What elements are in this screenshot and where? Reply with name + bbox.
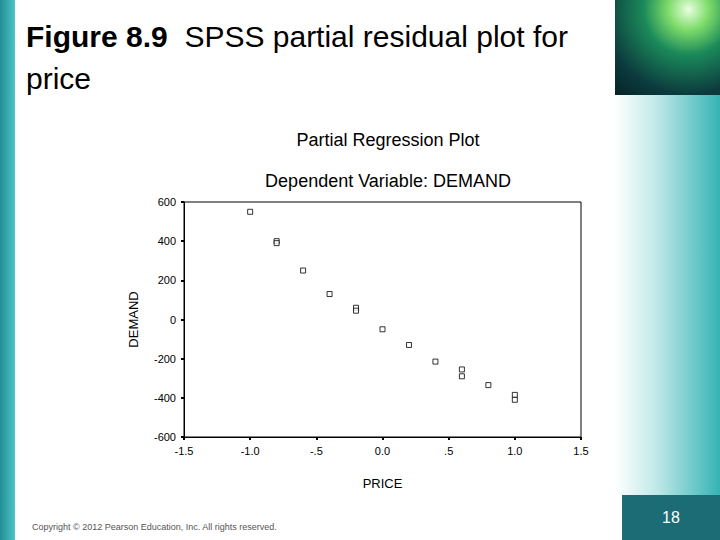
svg-text:.5: .5 (444, 445, 453, 457)
html-text:Figure 8.9 SPSS partial residu: Figure 8.9 SPSS partial residual plot fo… (26, 20, 568, 95)
svg-text:400: 400 (158, 235, 176, 247)
svg-text:Dependent Variable: DEMAND: Dependent Variable: DEMAND (265, 171, 511, 191)
svg-text:-1.0: -1.0 (241, 445, 260, 457)
svg-text:1.0: 1.0 (507, 445, 522, 457)
svg-text:0: 0 (170, 314, 176, 326)
svg-text:-200: -200 (154, 353, 176, 365)
svg-text:Partial Regression Plot: Partial Regression Plot (296, 130, 479, 150)
svg-text:DEMAND: DEMAND (126, 291, 141, 347)
svg-text:-1.5: -1.5 (175, 445, 194, 457)
svg-text:600: 600 (158, 196, 176, 208)
svg-text:1.5: 1.5 (573, 445, 588, 457)
svg-text:-.5: -.5 (310, 445, 323, 457)
svg-text:-400: -400 (154, 392, 176, 404)
svg-text:PRICE: PRICE (363, 476, 403, 491)
html-text:18: 18 (662, 508, 680, 526)
html-text:Copyright © 2012 Pearson Educa: Copyright © 2012 Pearson Education, Inc.… (32, 522, 277, 532)
svg-text:200: 200 (158, 274, 176, 286)
svg-text:-600: -600 (154, 431, 176, 443)
svg-text:0.0: 0.0 (375, 445, 390, 457)
